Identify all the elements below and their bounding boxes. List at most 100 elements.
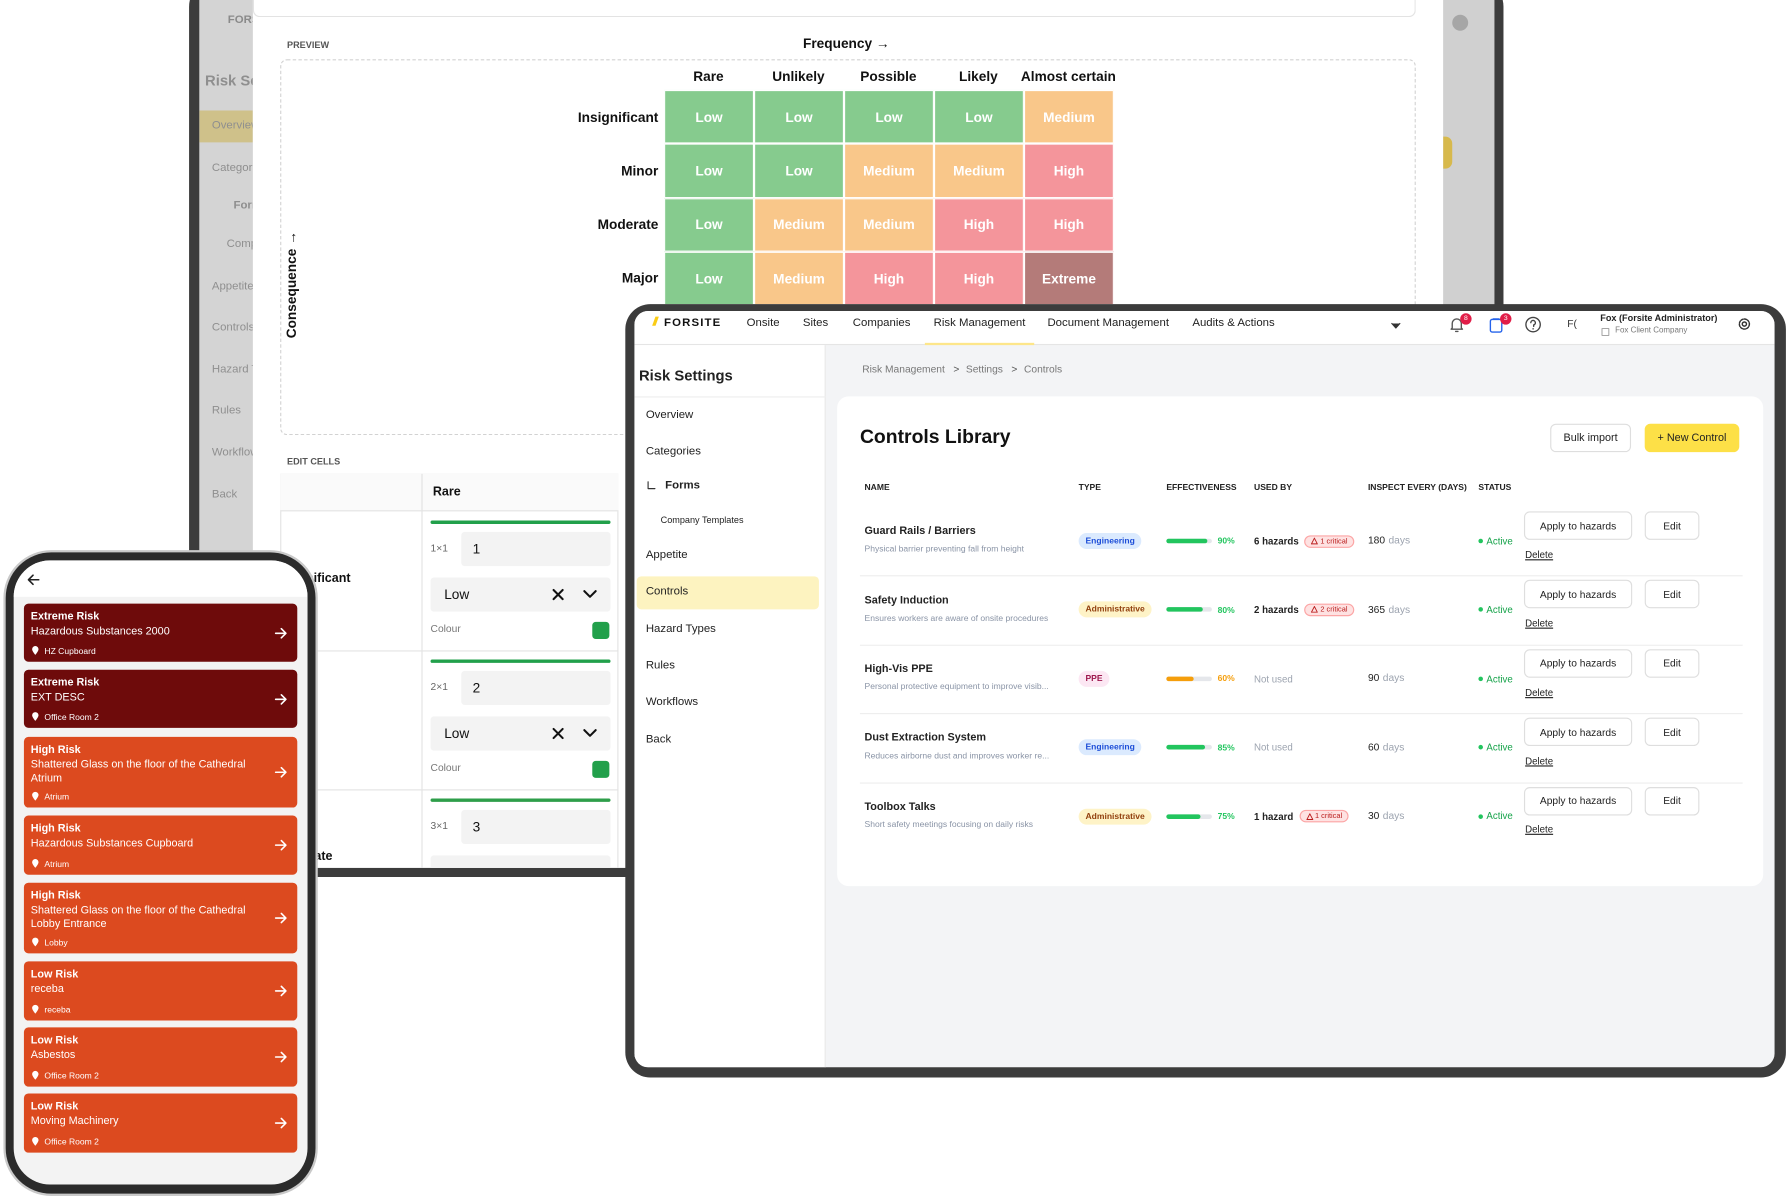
- risk-title: Hazardous Substances Cupboard: [30, 837, 194, 850]
- control-description: Personal protective equipment to improve…: [864, 681, 1049, 692]
- card-arrow: [274, 912, 287, 924]
- breadcrumb-item[interactable]: Risk Management: [862, 363, 945, 376]
- delete-link[interactable]: Delete: [1525, 755, 1554, 767]
- edit-button[interactable]: Edit: [1644, 511, 1700, 540]
- user-name: Fox (Forsite Administrator): [1600, 313, 1718, 324]
- column-header: TYPE: [1078, 482, 1101, 493]
- risk-location: Atrium: [44, 791, 70, 802]
- card-arrow: [274, 627, 287, 639]
- level-select[interactable]: Low: [430, 577, 611, 612]
- level-select[interactable]: [430, 855, 611, 868]
- risk-title: EXT DESC: [30, 691, 85, 704]
- delete-link[interactable]: Delete: [1525, 686, 1554, 698]
- nav-item[interactable]: Audits & Actions: [1192, 316, 1275, 329]
- card-title: Controls Library: [859, 426, 1011, 449]
- new-control-button[interactable]: + New Control: [1644, 423, 1740, 453]
- column-divider: [421, 473, 423, 868]
- colour-swatch[interactable]: [592, 760, 610, 778]
- row-header: Insignificant: [577, 108, 659, 125]
- sidebar-item[interactable]: Forms: [665, 479, 700, 492]
- risk-card[interactable]: Extreme Risk EXT DESC Office Room 2: [23, 669, 298, 728]
- location-pin-part: [32, 646, 39, 655]
- effectiveness-label: 60%: [1217, 673, 1235, 684]
- edit-button[interactable]: Edit: [1644, 717, 1700, 747]
- apply-button[interactable]: Apply to hazards: [1523, 717, 1633, 747]
- risk-location: receba: [44, 1004, 71, 1015]
- warning-icon: [1311, 606, 1319, 614]
- chevron-icon-part: [583, 729, 597, 737]
- risk-card[interactable]: Extreme Risk Hazardous Substances 2000 HZ …: [23, 603, 298, 662]
- card-arrow-part: [274, 839, 287, 851]
- apply-button[interactable]: Apply to hazards: [1523, 511, 1633, 540]
- risk-card[interactable]: High Risk Shattered Glass on the floor of…: [23, 736, 298, 808]
- location-pin-part: [32, 1004, 39, 1014]
- inspect-days: 60: [1367, 741, 1380, 753]
- score-input[interactable]: 3: [461, 809, 611, 844]
- level-select[interactable]: Low: [430, 716, 611, 751]
- delete-link[interactable]: Delete: [1525, 548, 1554, 561]
- bulk-import-button[interactable]: Bulk import: [1550, 423, 1632, 453]
- delete-link[interactable]: Delete: [1525, 617, 1554, 629]
- sidebar-item[interactable]: Back: [645, 733, 672, 746]
- nav-item[interactable]: Companies: [852, 316, 911, 329]
- risk-title: Hazardous Substances 2000: [30, 625, 170, 638]
- nav-item[interactable]: Sites: [802, 316, 829, 329]
- days-unit: days: [1388, 603, 1411, 615]
- location-pin: [32, 1137, 39, 1146]
- sidebar-item[interactable]: Workflows: [645, 695, 699, 709]
- score-value: 1: [472, 540, 481, 557]
- breadcrumb-item[interactable]: Settings: [965, 363, 1003, 376]
- apply-button[interactable]: Apply to hazards: [1523, 580, 1633, 609]
- risk-location: HZ Cupboard: [44, 645, 96, 656]
- logo-mark: [652, 316, 659, 326]
- sidebar-item[interactable]: Appetite: [645, 548, 688, 562]
- risk-card[interactable]: Low Risk receba receba: [23, 961, 298, 1021]
- warning-icon: [1311, 537, 1319, 545]
- inspect-days: 90: [1367, 672, 1380, 684]
- back-arrow-part: [27, 574, 40, 586]
- column-header: STATUS: [1478, 482, 1512, 493]
- apply-button[interactable]: Apply to hazards: [1523, 786, 1633, 816]
- nav-item[interactable]: Onsite: [746, 316, 780, 329]
- risk-location: Office Room 2: [44, 711, 99, 722]
- days-unit: days: [1382, 809, 1405, 822]
- sidebar-item[interactable]: Rules: [645, 659, 675, 672]
- control-name: High-Vis PPE: [864, 662, 933, 676]
- nav-item[interactable]: Risk Management: [933, 316, 1026, 329]
- risk-card[interactable]: Low Risk Moving Machinery Office Room 2: [23, 1093, 298, 1153]
- risk-card[interactable]: High Risk Shattered Glass on the floor of…: [23, 882, 298, 954]
- risk-card[interactable]: High Risk Hazardous Substances Cupboard At…: [23, 815, 298, 875]
- column-header: NAME: [864, 482, 890, 493]
- sidebar-item[interactable]: Categories: [645, 445, 701, 458]
- settings-gear-part: [1738, 318, 1751, 330]
- risk-card[interactable]: Low Risk Asbestos Office Room 2: [23, 1027, 298, 1087]
- status: Active: [1486, 672, 1513, 684]
- nav-item[interactable]: Document Management: [1047, 316, 1170, 329]
- row-divider: [859, 713, 1743, 715]
- critical-badge: 1 critical: [1299, 809, 1349, 823]
- sidebar-item[interactable]: Overview: [645, 408, 694, 422]
- delete-link[interactable]: Delete: [1525, 823, 1554, 836]
- risk-level: Low Risk: [30, 1034, 79, 1047]
- risk-level: Extreme Risk: [30, 676, 100, 690]
- edit-button[interactable]: Edit: [1644, 580, 1700, 609]
- sidebar-item[interactable]: Company Templates: [660, 514, 744, 526]
- apply-button[interactable]: Apply to hazards: [1523, 648, 1633, 678]
- section-label: PREVIEW: [287, 39, 330, 51]
- edit-button[interactable]: Edit: [1644, 648, 1700, 678]
- control-description: Short safety meetings focusing on daily …: [864, 818, 1034, 830]
- breadcrumb-separator: >: [953, 363, 960, 376]
- score-input[interactable]: 1: [461, 531, 611, 567]
- days-unit: days: [1388, 534, 1411, 547]
- score-input[interactable]: 2: [461, 670, 611, 706]
- critical-badge: 2 critical: [1304, 603, 1355, 617]
- sidebar-item[interactable]: Hazard Types: [645, 622, 716, 636]
- level-bar: [430, 520, 611, 524]
- edit-button[interactable]: Edit: [1644, 786, 1700, 816]
- risk-location: Office Room 2: [44, 1136, 99, 1147]
- control-name: Dust Extraction System: [864, 731, 986, 745]
- sidebar-item[interactable]: Controls: [645, 585, 689, 598]
- risk-level: High Risk: [30, 743, 81, 757]
- colour-swatch[interactable]: [592, 621, 610, 639]
- dropdown-chevron: [1391, 322, 1401, 329]
